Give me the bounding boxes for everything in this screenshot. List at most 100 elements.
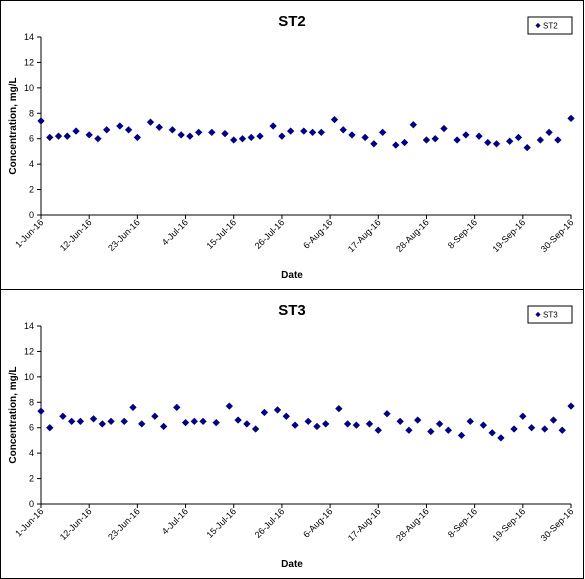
data-point [567,402,575,410]
x-tick-label: 19-Sep-16 [490,506,527,543]
data-point [348,131,356,139]
data-point [278,132,286,140]
data-point [427,427,435,436]
data-point [173,403,181,412]
chart-title: ST2 [278,13,306,30]
data-point [514,133,523,142]
y-tick-label: 0 [29,210,34,220]
data-point [527,423,536,432]
x-tick-label: 1-Jun-16 [13,506,45,538]
x-tick-label: 26-Jul-16 [253,217,287,251]
y-tick-label: 6 [29,423,34,433]
y-tick-label: 10 [24,372,34,382]
x-tick-label: 15-Jul-16 [205,506,239,540]
data-point [462,131,470,139]
data-point [330,115,339,124]
data-point [190,417,199,426]
data-point [155,123,164,132]
data-point [247,133,256,142]
data-point [413,416,422,424]
chart-panel-st3: ST3 0 2 4 6 8 10 12 14 1-Jun-16 12-Jun-16 23-Jun-16… [0,289,584,579]
data-point [177,131,185,139]
x-tick-label: 15-Jul-16 [205,217,239,251]
data-point [370,140,378,148]
y-tick-label: 4 [29,159,34,169]
y-tick-label: 2 [29,474,34,484]
data-point [85,131,93,139]
data-point [558,426,566,435]
legend: ST2 [527,16,573,35]
data-point [243,420,251,428]
data-point [124,126,133,134]
y-tick-label: 6 [29,134,34,144]
legend-label: ST2 [543,22,558,31]
y-tick-label: 0 [29,499,34,509]
data-point [291,421,299,429]
data-point [59,412,67,421]
x-tick-label: 28-Aug-16 [394,217,431,254]
legend-box [527,305,573,324]
data-point [282,412,291,421]
x-tick-label: 30-Sep-16 [539,506,576,543]
data-point [308,128,317,137]
data-point [549,416,558,424]
data-point [199,417,207,426]
x-tick-label: 8-Sep-16 [446,506,479,539]
data-point [76,417,85,426]
data-point [194,128,203,137]
data-point [98,420,107,428]
x-tick-label: 4-Jul-16 [160,506,190,536]
legend-marker [535,22,541,29]
y-tick-label: 12 [24,57,34,67]
data-point [234,416,242,424]
x-tick-label: 1-Jun-16 [13,217,45,249]
x-tick-label: 26-Jul-16 [253,506,287,540]
data-point [256,132,264,140]
data-point [365,420,374,428]
x-axis-label: Date [281,559,303,570]
x-tick-label: 4-Jul-16 [160,217,190,247]
data-point [229,136,238,144]
scatter-chart-st3: ST3 0 2 4 6 8 10 12 14 1-Jun-16 12-Jun-16 23-Jun-16… [8,302,576,570]
x-tick-label: 12-Jun-16 [58,217,94,253]
data-point [435,420,444,428]
data-point [374,426,383,435]
data-point [260,408,269,417]
data-point [46,133,54,142]
x-tick-label: 30-Sep-16 [539,217,576,254]
chart-title: ST3 [278,302,306,319]
legend-box [527,16,573,35]
x-tick-label: 23-Jun-16 [106,506,142,542]
legend-label: ST3 [543,311,558,320]
legend-marker [535,311,541,318]
data-point [107,417,115,426]
data-point [269,122,277,130]
chart-panel-st2: ST2 0 2 4 6 8 10 12 14 1-Jun-16 12-Jun-16 23-Jun-16… [0,0,584,290]
data-point [479,421,488,429]
data-point [457,431,466,440]
data-point [475,132,483,140]
data-point [466,417,475,426]
data-point [120,417,128,426]
scatter-chart-st2: ST2 0 2 4 6 8 10 12 14 1-Jun-16 12-Jun-16 23-Jun-16… [8,13,576,281]
data-point [133,133,142,142]
data-point [212,418,220,427]
data-point [313,422,321,431]
x-axis-label: Date [281,270,303,281]
data-point [67,417,76,426]
data-point [383,409,391,418]
x-tick-label: 12-Jun-16 [58,506,94,542]
data-point [146,118,155,126]
data-point [37,407,45,415]
data-point [440,124,448,133]
data-point [72,127,80,135]
data-point [343,420,352,428]
x-tick-label: 17-Aug-16 [346,506,383,543]
data-point [89,415,98,423]
data-point [510,425,518,433]
data-point [361,133,369,142]
data-point [251,425,260,433]
data-point [321,420,330,428]
y-axis-label: Concentration, mg/L [8,77,19,174]
